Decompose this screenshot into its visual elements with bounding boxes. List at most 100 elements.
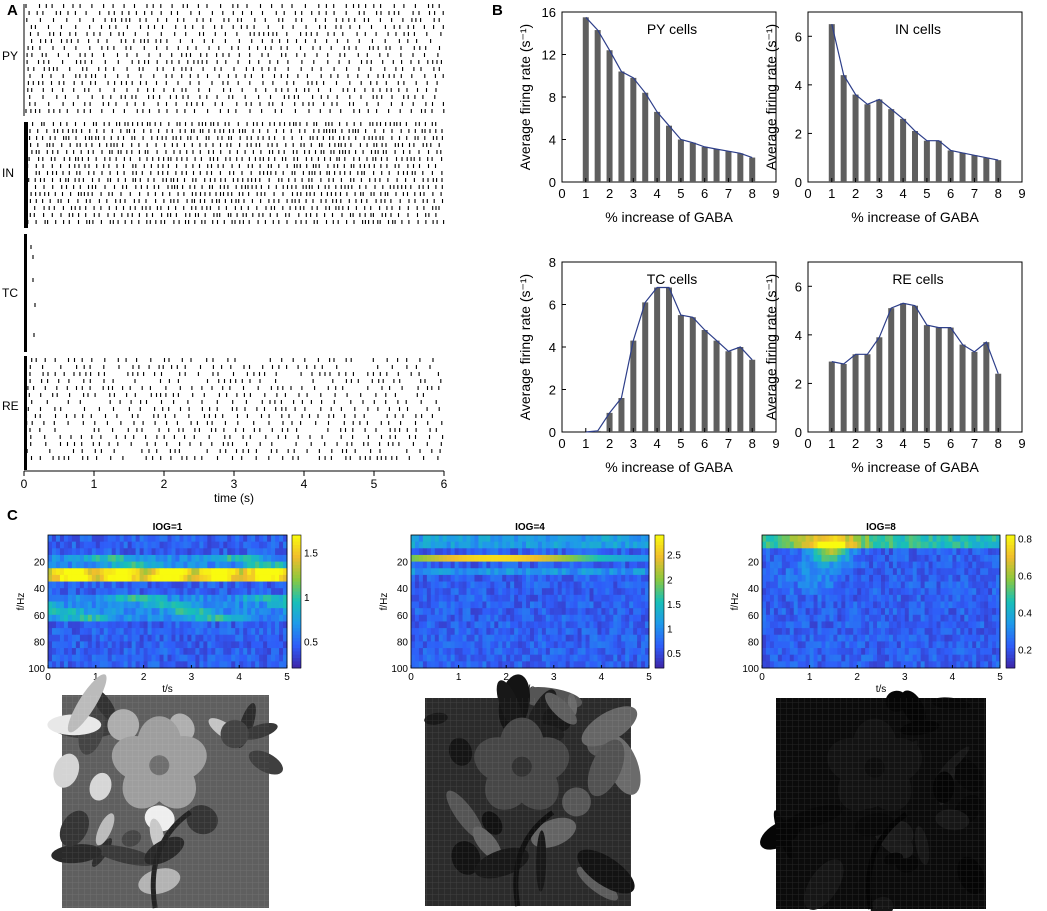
heatmap-cell: [900, 648, 906, 656]
heatmap-cell: [87, 561, 93, 569]
heatmap-cell: [813, 568, 818, 576]
heatmap-cell: [99, 634, 105, 642]
heatmap-cell: [980, 588, 985, 596]
spectrogram-iog-8: IOG=80 1 2 3 4 520406080100t/sf/Hz0.20.40.60.…: [730, 522, 1032, 695]
heatmap-cell: [557, 621, 563, 629]
colorbar-segment: [1006, 571, 1015, 576]
heatmap-cell: [916, 654, 922, 662]
heatmap-cell: [765, 561, 771, 569]
heatmap-cell: [167, 548, 172, 556]
colorbar-segment: [292, 611, 301, 616]
heatmap-cell: [801, 601, 807, 609]
heatmap-cell: [809, 535, 814, 543]
heatmap-cell: [762, 535, 767, 543]
heatmap-cell: [434, 548, 440, 556]
heatmap-cell: [414, 574, 420, 582]
heatmap-cell: [625, 654, 630, 662]
heatmap-cell: [199, 594, 204, 602]
heatmap-cell: [434, 614, 440, 622]
heatmap-cell: [869, 594, 874, 602]
heatmap-cell: [789, 634, 795, 642]
heatmap-cell: [99, 648, 105, 656]
heatmap-cell: [637, 535, 642, 543]
heatmap-cell: [147, 548, 152, 556]
heatmap-cell: [91, 614, 97, 622]
heatmap-cell: [139, 601, 144, 609]
heatmap-cell: [845, 614, 850, 622]
heatmap-cell: [789, 541, 795, 549]
heatmap-cell: [215, 641, 220, 649]
heatmap-cell: [988, 621, 993, 629]
heatmap-cell: [565, 614, 571, 622]
heatmap-cell: [833, 554, 838, 562]
heatmap-cell: [462, 568, 467, 576]
heatmap-cell: [793, 661, 799, 669]
heatmap-cell: [131, 554, 137, 562]
heatmap-cell: [996, 634, 1001, 642]
heatmap-cell: [769, 541, 775, 549]
heatmap-cell: [956, 641, 961, 649]
heatmap-cell: [183, 634, 188, 642]
heatmap-cell: [781, 568, 787, 576]
heatmap-cell: [825, 641, 830, 649]
heatmap-cell: [601, 634, 606, 642]
raster-spikes-in: [25, 122, 445, 224]
heatmap-cell: [283, 621, 288, 629]
heatmap-cell: [470, 601, 475, 609]
heatmap-cell: [99, 641, 105, 649]
heatmap-cell: [522, 581, 527, 589]
heatmap-cell: [805, 568, 810, 576]
heatmap-cell: [79, 661, 85, 669]
y-tick-label: 80: [748, 637, 760, 648]
heatmap-cell: [83, 581, 89, 589]
y-tick-label: 4: [549, 133, 556, 148]
heatmap-cell: [259, 641, 264, 649]
heatmap-cell: [765, 535, 771, 543]
heatmap-cell: [637, 648, 642, 656]
heatmap-cell: [565, 541, 571, 549]
heatmap-cell: [948, 581, 953, 589]
heatmap-cell: [633, 588, 638, 596]
heatmap-cell: [896, 641, 902, 649]
heatmap-cell: [163, 628, 168, 636]
heatmap-cell: [502, 541, 507, 549]
heatmap-cell: [514, 548, 519, 556]
heatmap-cell: [510, 654, 515, 662]
heatmap-cell: [442, 614, 448, 622]
heatmap-cell: [920, 568, 926, 576]
heatmap-cell: [143, 628, 148, 636]
heatmap-cell: [474, 568, 479, 576]
raster-left-bar-re: [24, 356, 27, 470]
heatmap-cell: [769, 641, 775, 649]
heatmap-cell: [857, 654, 862, 662]
heatmap-cell: [613, 568, 618, 576]
heatmap-cell: [589, 561, 594, 569]
x-axis-label: % increase of GABA: [605, 209, 733, 225]
heatmap-cell: [191, 548, 196, 556]
colorbar-segment: [292, 608, 301, 612]
chart-title: PY cells: [647, 21, 697, 37]
heatmap-cell: [271, 614, 276, 622]
heatmap-cell: [944, 568, 949, 576]
heatmap-cell: [175, 561, 180, 569]
heatmap-cell: [115, 601, 121, 609]
heatmap-cell: [549, 628, 555, 636]
heatmap-cell: [187, 661, 192, 669]
heatmap-cell: [964, 634, 969, 642]
heatmap-cell: [940, 568, 945, 576]
heatmap-cell: [438, 581, 444, 589]
heatmap-cell: [533, 574, 539, 582]
heatmap-cell: [865, 594, 870, 602]
colorbar-segment: [292, 548, 301, 553]
heatmap-cell: [877, 554, 882, 562]
heatmap-cell: [207, 648, 212, 656]
heatmap-cell: [211, 548, 216, 556]
heatmap-cell: [502, 554, 507, 562]
heatmap-cell: [235, 661, 240, 669]
heatmap-cell: [438, 641, 444, 649]
heatmap-cell: [143, 588, 148, 596]
heatmap-cell: [545, 554, 551, 562]
heatmap-cell: [207, 548, 212, 556]
heatmap-cell: [55, 541, 61, 549]
heatmap-cell: [478, 608, 483, 616]
